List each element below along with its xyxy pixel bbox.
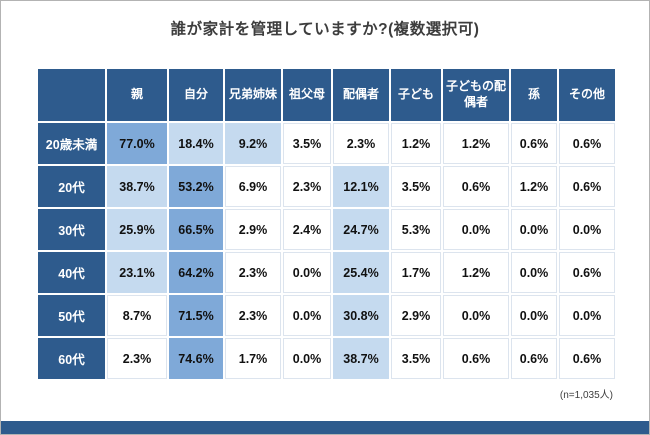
- value-cell: 0.0%: [557, 293, 617, 338]
- household-budget-table: 親自分 兄弟姉妹 祖父母 配偶者 子ども 子どもの配偶者孫その他 20歳未満 77.0% 18…: [36, 67, 617, 381]
- value-cell: 8.7%: [105, 293, 169, 338]
- value-cell: 2.3%: [331, 121, 391, 166]
- column-header-8: その他: [557, 67, 617, 123]
- column-header-3: 祖父母: [281, 67, 333, 123]
- value-cell: 77.0%: [105, 121, 169, 166]
- value-cell: 64.2%: [167, 250, 225, 295]
- column-header-5: 子ども: [389, 67, 443, 123]
- value-cell: 1.2%: [441, 121, 511, 166]
- table-row-3: 40代 23.1% 64.2% 2.3% 0.0% 25.4% 1.7% 1.2% 0.0% 0.…: [36, 250, 617, 295]
- value-cell: 0.6%: [557, 164, 617, 209]
- value-cell: 38.7%: [331, 336, 391, 381]
- value-cell: 2.3%: [223, 293, 283, 338]
- value-cell: 2.4%: [281, 207, 333, 252]
- table-header-row: 親自分 兄弟姉妹 祖父母 配偶者 子ども 子どもの配偶者孫その他: [36, 67, 617, 123]
- value-cell: 1.2%: [389, 121, 443, 166]
- value-cell: 74.6%: [167, 336, 225, 381]
- value-cell: 24.7%: [331, 207, 391, 252]
- table-row-5: 60代 2.3% 74.6% 1.7% 0.0% 38.7% 3.5% 0.6% 0.6% 0.6…: [36, 336, 617, 381]
- value-cell: 0.6%: [509, 121, 559, 166]
- value-cell: 0.0%: [281, 293, 333, 338]
- value-cell: 66.5%: [167, 207, 225, 252]
- table-row-1: 20代 38.7% 53.2% 6.9% 2.3% 12.1% 3.5% 0.6% 1.2% 0.…: [36, 164, 617, 209]
- value-cell: 0.0%: [557, 207, 617, 252]
- row-header-2: 30代: [36, 207, 107, 252]
- value-cell: 9.2%: [223, 121, 283, 166]
- value-cell: 0.6%: [557, 121, 617, 166]
- corner-cell: [36, 67, 107, 123]
- value-cell: 0.0%: [509, 293, 559, 338]
- value-cell: 12.1%: [331, 164, 391, 209]
- row-header-5: 60代: [36, 336, 107, 381]
- value-cell: 71.5%: [167, 293, 225, 338]
- row-header-4: 50代: [36, 293, 107, 338]
- value-cell: 0.0%: [509, 250, 559, 295]
- value-cell: 0.0%: [281, 336, 333, 381]
- value-cell: 0.6%: [557, 250, 617, 295]
- value-cell: 0.0%: [281, 250, 333, 295]
- value-cell: 25.9%: [105, 207, 169, 252]
- value-cell: 2.3%: [105, 336, 169, 381]
- column-header-4: 配偶者: [331, 67, 391, 123]
- value-cell: 2.3%: [281, 164, 333, 209]
- value-cell: 3.5%: [389, 164, 443, 209]
- column-header-0: 親: [105, 67, 169, 123]
- value-cell: 30.8%: [331, 293, 391, 338]
- column-header-7: 孫: [509, 67, 559, 123]
- value-cell: 38.7%: [105, 164, 169, 209]
- table-body: 20歳未満 77.0% 18.4% 9.2% 3.5% 2.3% 1.2% 1.2% 0.6% 0…: [36, 121, 617, 381]
- table-row-0: 20歳未満 77.0% 18.4% 9.2% 3.5% 2.3% 1.2% 1.2% 0.6% 0…: [36, 121, 617, 166]
- column-header-6: 子どもの配偶者: [441, 67, 511, 123]
- column-header-2: 兄弟姉妹: [223, 67, 283, 123]
- value-cell: 23.1%: [105, 250, 169, 295]
- value-cell: 18.4%: [167, 121, 225, 166]
- value-cell: 0.6%: [441, 164, 511, 209]
- value-cell: 2.9%: [223, 207, 283, 252]
- row-header-3: 40代: [36, 250, 107, 295]
- value-cell: 0.6%: [441, 336, 511, 381]
- value-cell: 5.3%: [389, 207, 443, 252]
- value-cell: 0.0%: [441, 293, 511, 338]
- value-cell: 1.2%: [509, 164, 559, 209]
- value-cell: 0.0%: [509, 207, 559, 252]
- row-header-0: 20歳未満: [36, 121, 107, 166]
- value-cell: 1.2%: [441, 250, 511, 295]
- chart-title: 誰が家計を管理していますか?(複数選択可): [170, 21, 480, 38]
- value-cell: 3.5%: [389, 336, 443, 381]
- sample-size-note: (n=1,035人): [559, 390, 613, 401]
- value-cell: 1.7%: [223, 336, 283, 381]
- value-cell: 53.2%: [167, 164, 225, 209]
- footer-accent-bar: [1, 421, 649, 434]
- value-cell: 2.9%: [389, 293, 443, 338]
- value-cell: 25.4%: [331, 250, 391, 295]
- value-cell: 2.3%: [223, 250, 283, 295]
- value-cell: 1.7%: [389, 250, 443, 295]
- table-row-4: 50代 8.7% 71.5% 2.3% 0.0% 30.8% 2.9% 0.0% 0.0% 0.0…: [36, 293, 617, 338]
- value-cell: 0.0%: [441, 207, 511, 252]
- row-header-1: 20代: [36, 164, 107, 209]
- column-header-1: 自分: [167, 67, 225, 123]
- table-row-2: 30代 25.9% 66.5% 2.9% 2.4% 24.7% 5.3% 0.0% 0.0% 0.…: [36, 207, 617, 252]
- value-cell: 0.6%: [509, 336, 559, 381]
- value-cell: 3.5%: [281, 121, 333, 166]
- value-cell: 0.6%: [557, 336, 617, 381]
- value-cell: 6.9%: [223, 164, 283, 209]
